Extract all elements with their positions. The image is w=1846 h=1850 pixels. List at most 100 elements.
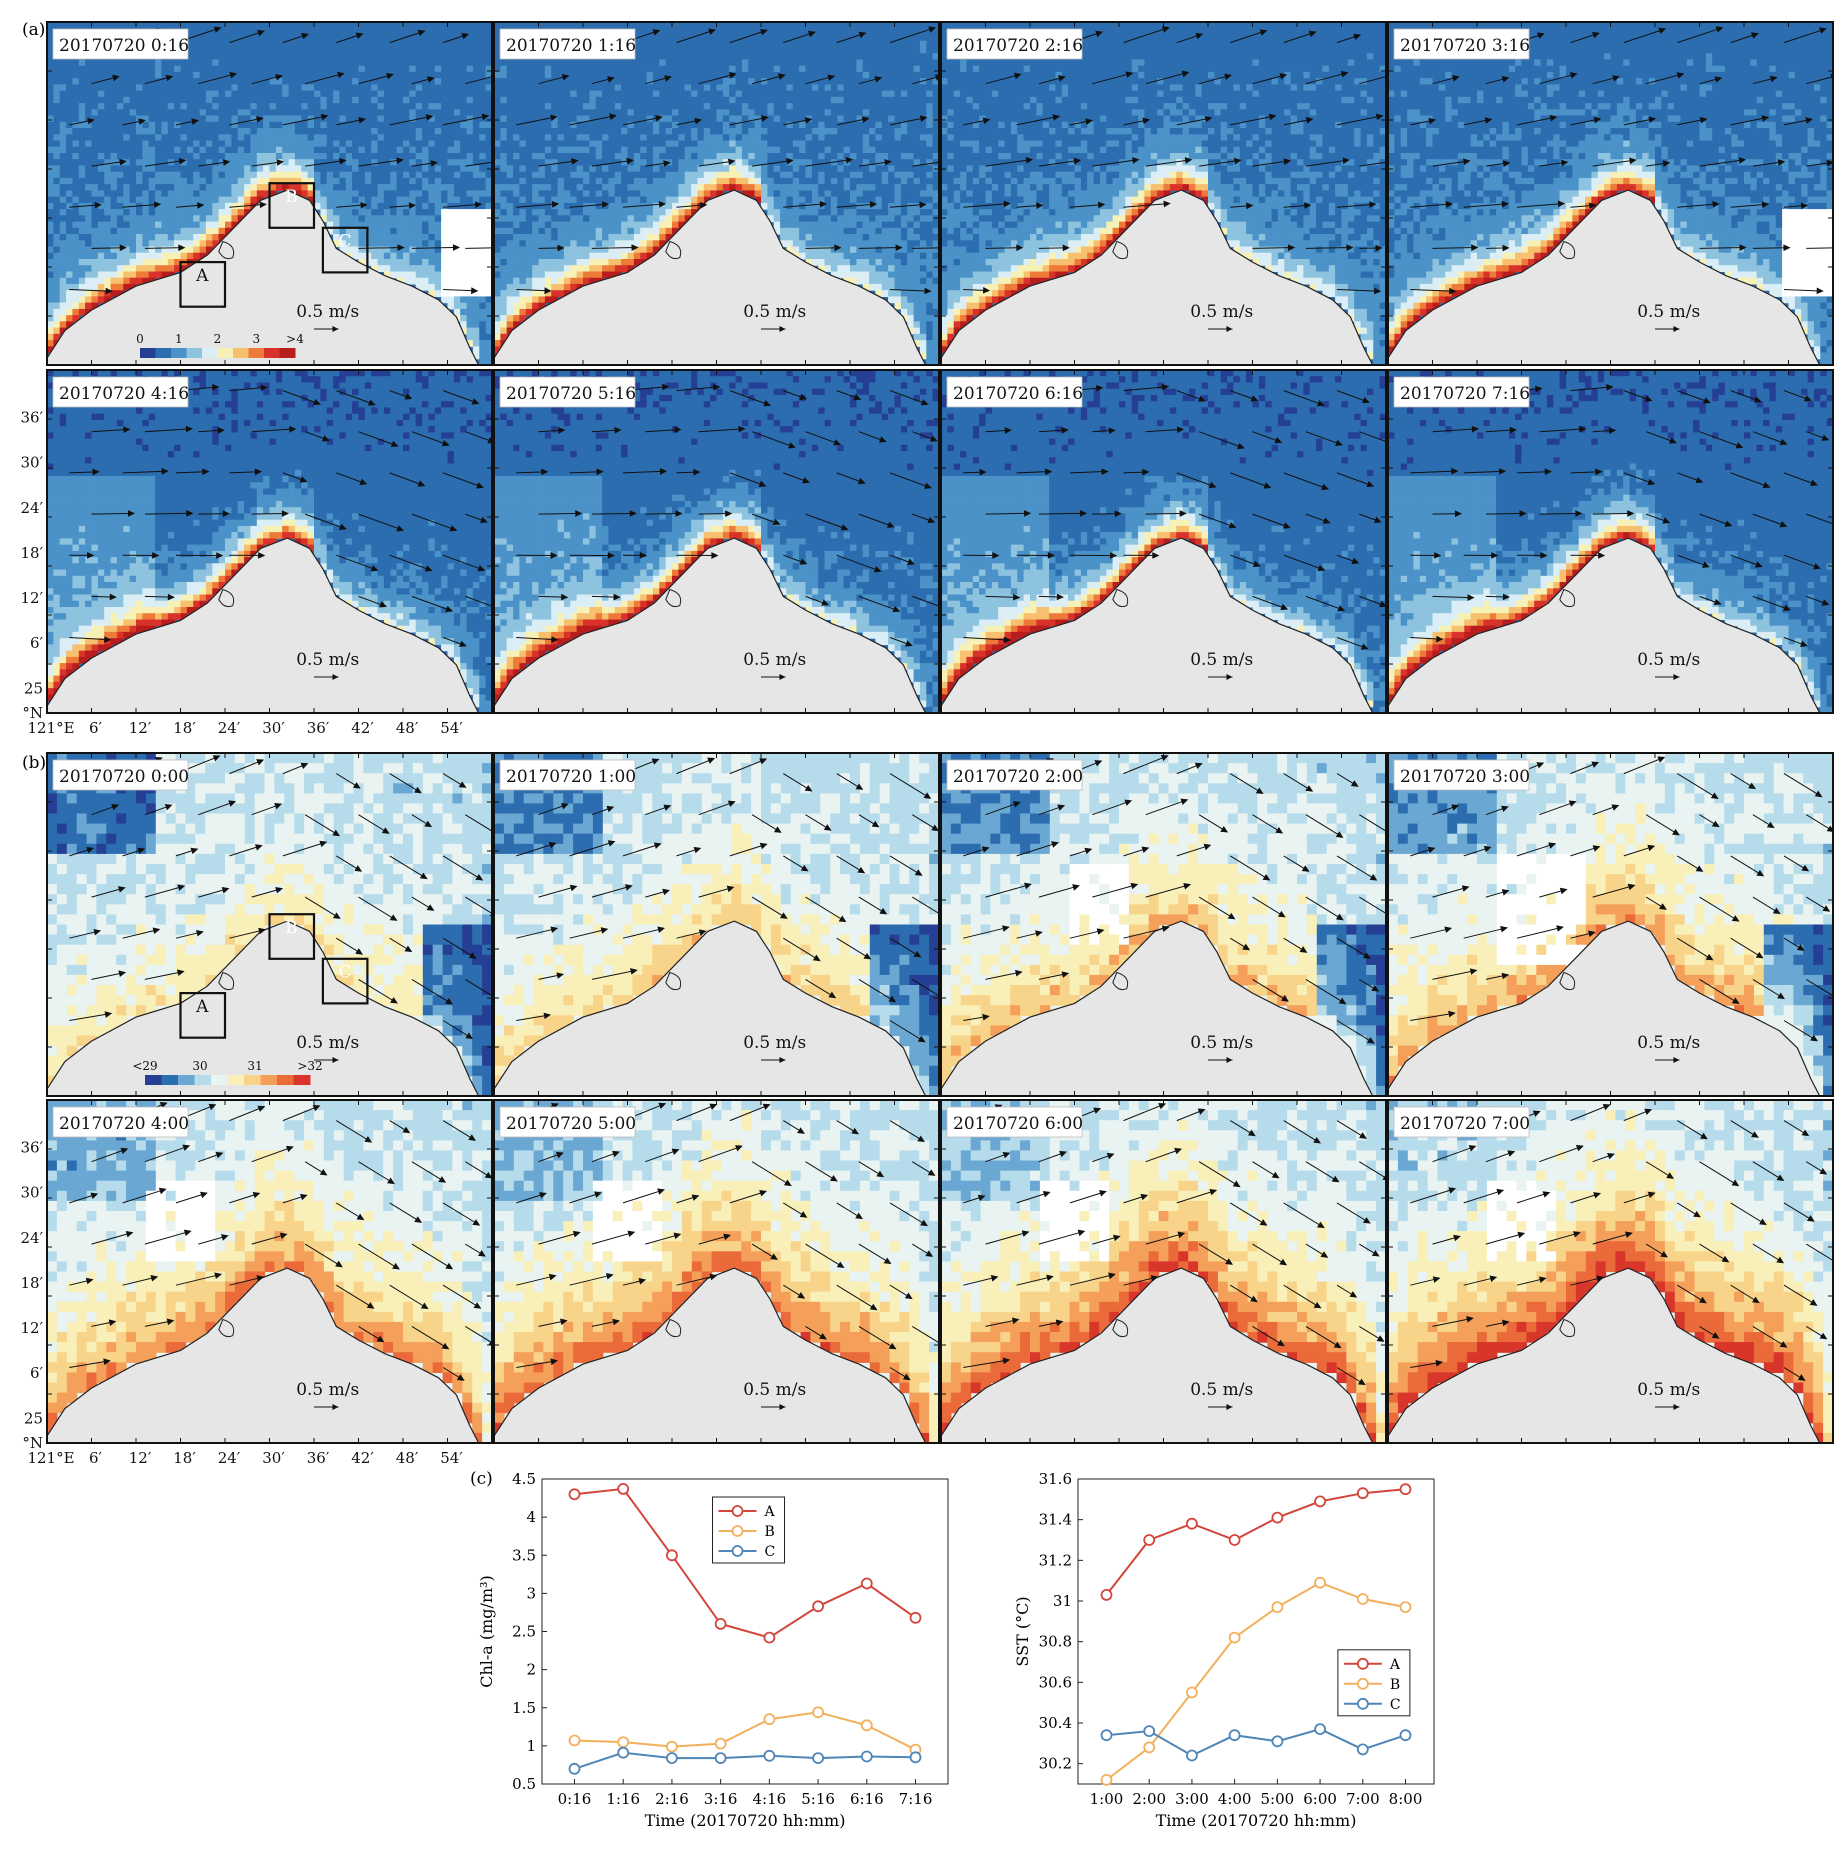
timestamp-label: 20170720 5:00: [506, 1114, 636, 1134]
legend-marker: [1356, 1697, 1369, 1710]
data-point-b: [1143, 1741, 1156, 1754]
region-box-b: [268, 913, 316, 960]
colorbar-tick: >4: [286, 332, 304, 346]
land-area: [494, 920, 939, 1096]
colorbar-tick: 0: [136, 332, 144, 346]
y-axis-label: Chl-a (mg/m³): [477, 1575, 496, 1688]
timestamp-box: [499, 1106, 636, 1138]
data-point-a: [763, 1631, 776, 1644]
colorbar-tick: 1: [175, 332, 183, 346]
y-tick-label: 30.8: [1039, 1633, 1072, 1651]
series-line-c: [1106, 1728, 1406, 1757]
lon-tick: 42′: [351, 719, 374, 737]
data-point-c: [909, 1751, 922, 1764]
lat-tick: 6′: [30, 1364, 44, 1382]
data-point-b: [714, 1737, 727, 1750]
legend-marker: [1356, 1657, 1369, 1670]
data-point-b: [617, 1736, 630, 1748]
x-tick-label: 6:00: [1303, 1790, 1337, 1808]
series-line-a: [574, 1487, 917, 1639]
panel-b-label: (b): [22, 753, 46, 773]
chl-colorbar: 0 1 2 3 >4: [136, 332, 304, 358]
panel-a-label: (a): [22, 20, 45, 40]
legend-marker: [731, 1525, 744, 1537]
current-arrows: [69, 383, 492, 647]
data-point-b: [1228, 1631, 1241, 1644]
data-point-c: [860, 1750, 873, 1763]
y-tick-label: 2.5: [512, 1623, 536, 1641]
lat-unit: °N: [22, 704, 43, 722]
data-point-a: [568, 1488, 581, 1501]
timestamp-box: [946, 1106, 1083, 1138]
timestamp-box: [946, 28, 1083, 60]
timestamp-label: 20170720 5:16: [506, 384, 636, 404]
data-point-b: [1356, 1593, 1369, 1605]
scale-label: 0.5 m/s: [1190, 302, 1253, 322]
data-point-b: [1100, 1774, 1113, 1786]
lat-tick: 18′: [21, 1274, 44, 1292]
land-area: [941, 1267, 1386, 1443]
scale-label: 0.5 m/s: [1637, 1033, 1700, 1053]
timestamp-box: [52, 1106, 189, 1138]
lon-tick: 24′: [218, 719, 241, 737]
current-arrows: [1410, 26, 1833, 295]
land-area: [941, 189, 1386, 365]
y-tick-label: 31: [1053, 1592, 1072, 1610]
timestamp-box: [52, 376, 189, 408]
land-area: [1388, 537, 1833, 713]
timestamp-box: [499, 28, 636, 60]
x-tick-label: 8:00: [1389, 1790, 1423, 1808]
data-point-b: [568, 1734, 581, 1747]
map-panel: 20170720 0:00 0.5 m/s: [46, 752, 493, 1097]
line-chart-sst: 30.2 30.4 30.6 30.8 31 31.2 31.4 31.6 1:00 2:00 3:…: [1013, 1470, 1435, 1830]
lon-tick: 18′: [173, 1449, 196, 1467]
timestamp-box: [946, 759, 1083, 791]
legend-marker: [1356, 1677, 1369, 1690]
series-line-c: [574, 1751, 916, 1770]
lon-tick: 42′: [351, 1449, 374, 1467]
series-line-b: [574, 1711, 916, 1751]
data-point-a: [1314, 1495, 1326, 1508]
data-point-a: [1228, 1534, 1241, 1546]
map-panel: 20170720 5:00 0.5 m/s: [493, 1099, 940, 1444]
lon-tick: 121°E: [27, 1449, 74, 1467]
region-label-b: B: [285, 918, 298, 938]
region-label-b: B: [285, 187, 298, 207]
timestamp-box: [52, 759, 189, 791]
timestamp-label: 20170720 6:00: [953, 1114, 1083, 1134]
land-area: [494, 1267, 939, 1443]
map-panel: 20170720 6:16 0.5 m/s: [940, 369, 1387, 714]
map-panel: 20170720 2:16 0.5 m/s: [940, 21, 1387, 366]
current-arrows: [516, 383, 939, 647]
lat-tick: 30′: [21, 454, 44, 472]
data-point-b: [1399, 1601, 1412, 1613]
lon-tick: 12′: [129, 1449, 152, 1467]
data-point-c: [763, 1749, 776, 1762]
data-point-c: [812, 1752, 824, 1764]
map-panel: 20170720 0:16 0.5 m/s: [46, 21, 493, 366]
timestamp-label: 20170720 7:00: [1400, 1114, 1530, 1134]
timestamp-box: [946, 376, 1083, 408]
timestamp-label: 20170720 3:00: [1400, 767, 1530, 787]
timestamp-box: [1393, 1106, 1530, 1138]
data-point-b: [763, 1713, 776, 1726]
scale-label: 0.5 m/s: [296, 302, 359, 322]
timestamp-label: 20170720 7:16: [1400, 384, 1530, 404]
timestamp-label: 20170720 1:16: [506, 36, 636, 56]
lon-tick: 54′: [440, 719, 463, 737]
land-area: [941, 920, 1386, 1096]
x-tick-label: 3:00: [1175, 1790, 1209, 1808]
lat-tick: 24′: [21, 499, 44, 517]
series-line-a: [1105, 1488, 1406, 1596]
region-label-c: C: [338, 232, 351, 252]
land-area: [47, 189, 492, 365]
lon-tick: 6′: [89, 719, 103, 737]
data-point-c: [1186, 1749, 1198, 1762]
colorbar-tick: 30: [192, 1059, 207, 1073]
lat-tick: 36′: [21, 1139, 44, 1157]
y-tick-label: 2: [526, 1661, 536, 1679]
timestamp-label: 20170720 4:00: [59, 1114, 189, 1134]
land-area: [1388, 1267, 1833, 1443]
land-area: [47, 537, 492, 713]
land-area: [494, 189, 939, 365]
